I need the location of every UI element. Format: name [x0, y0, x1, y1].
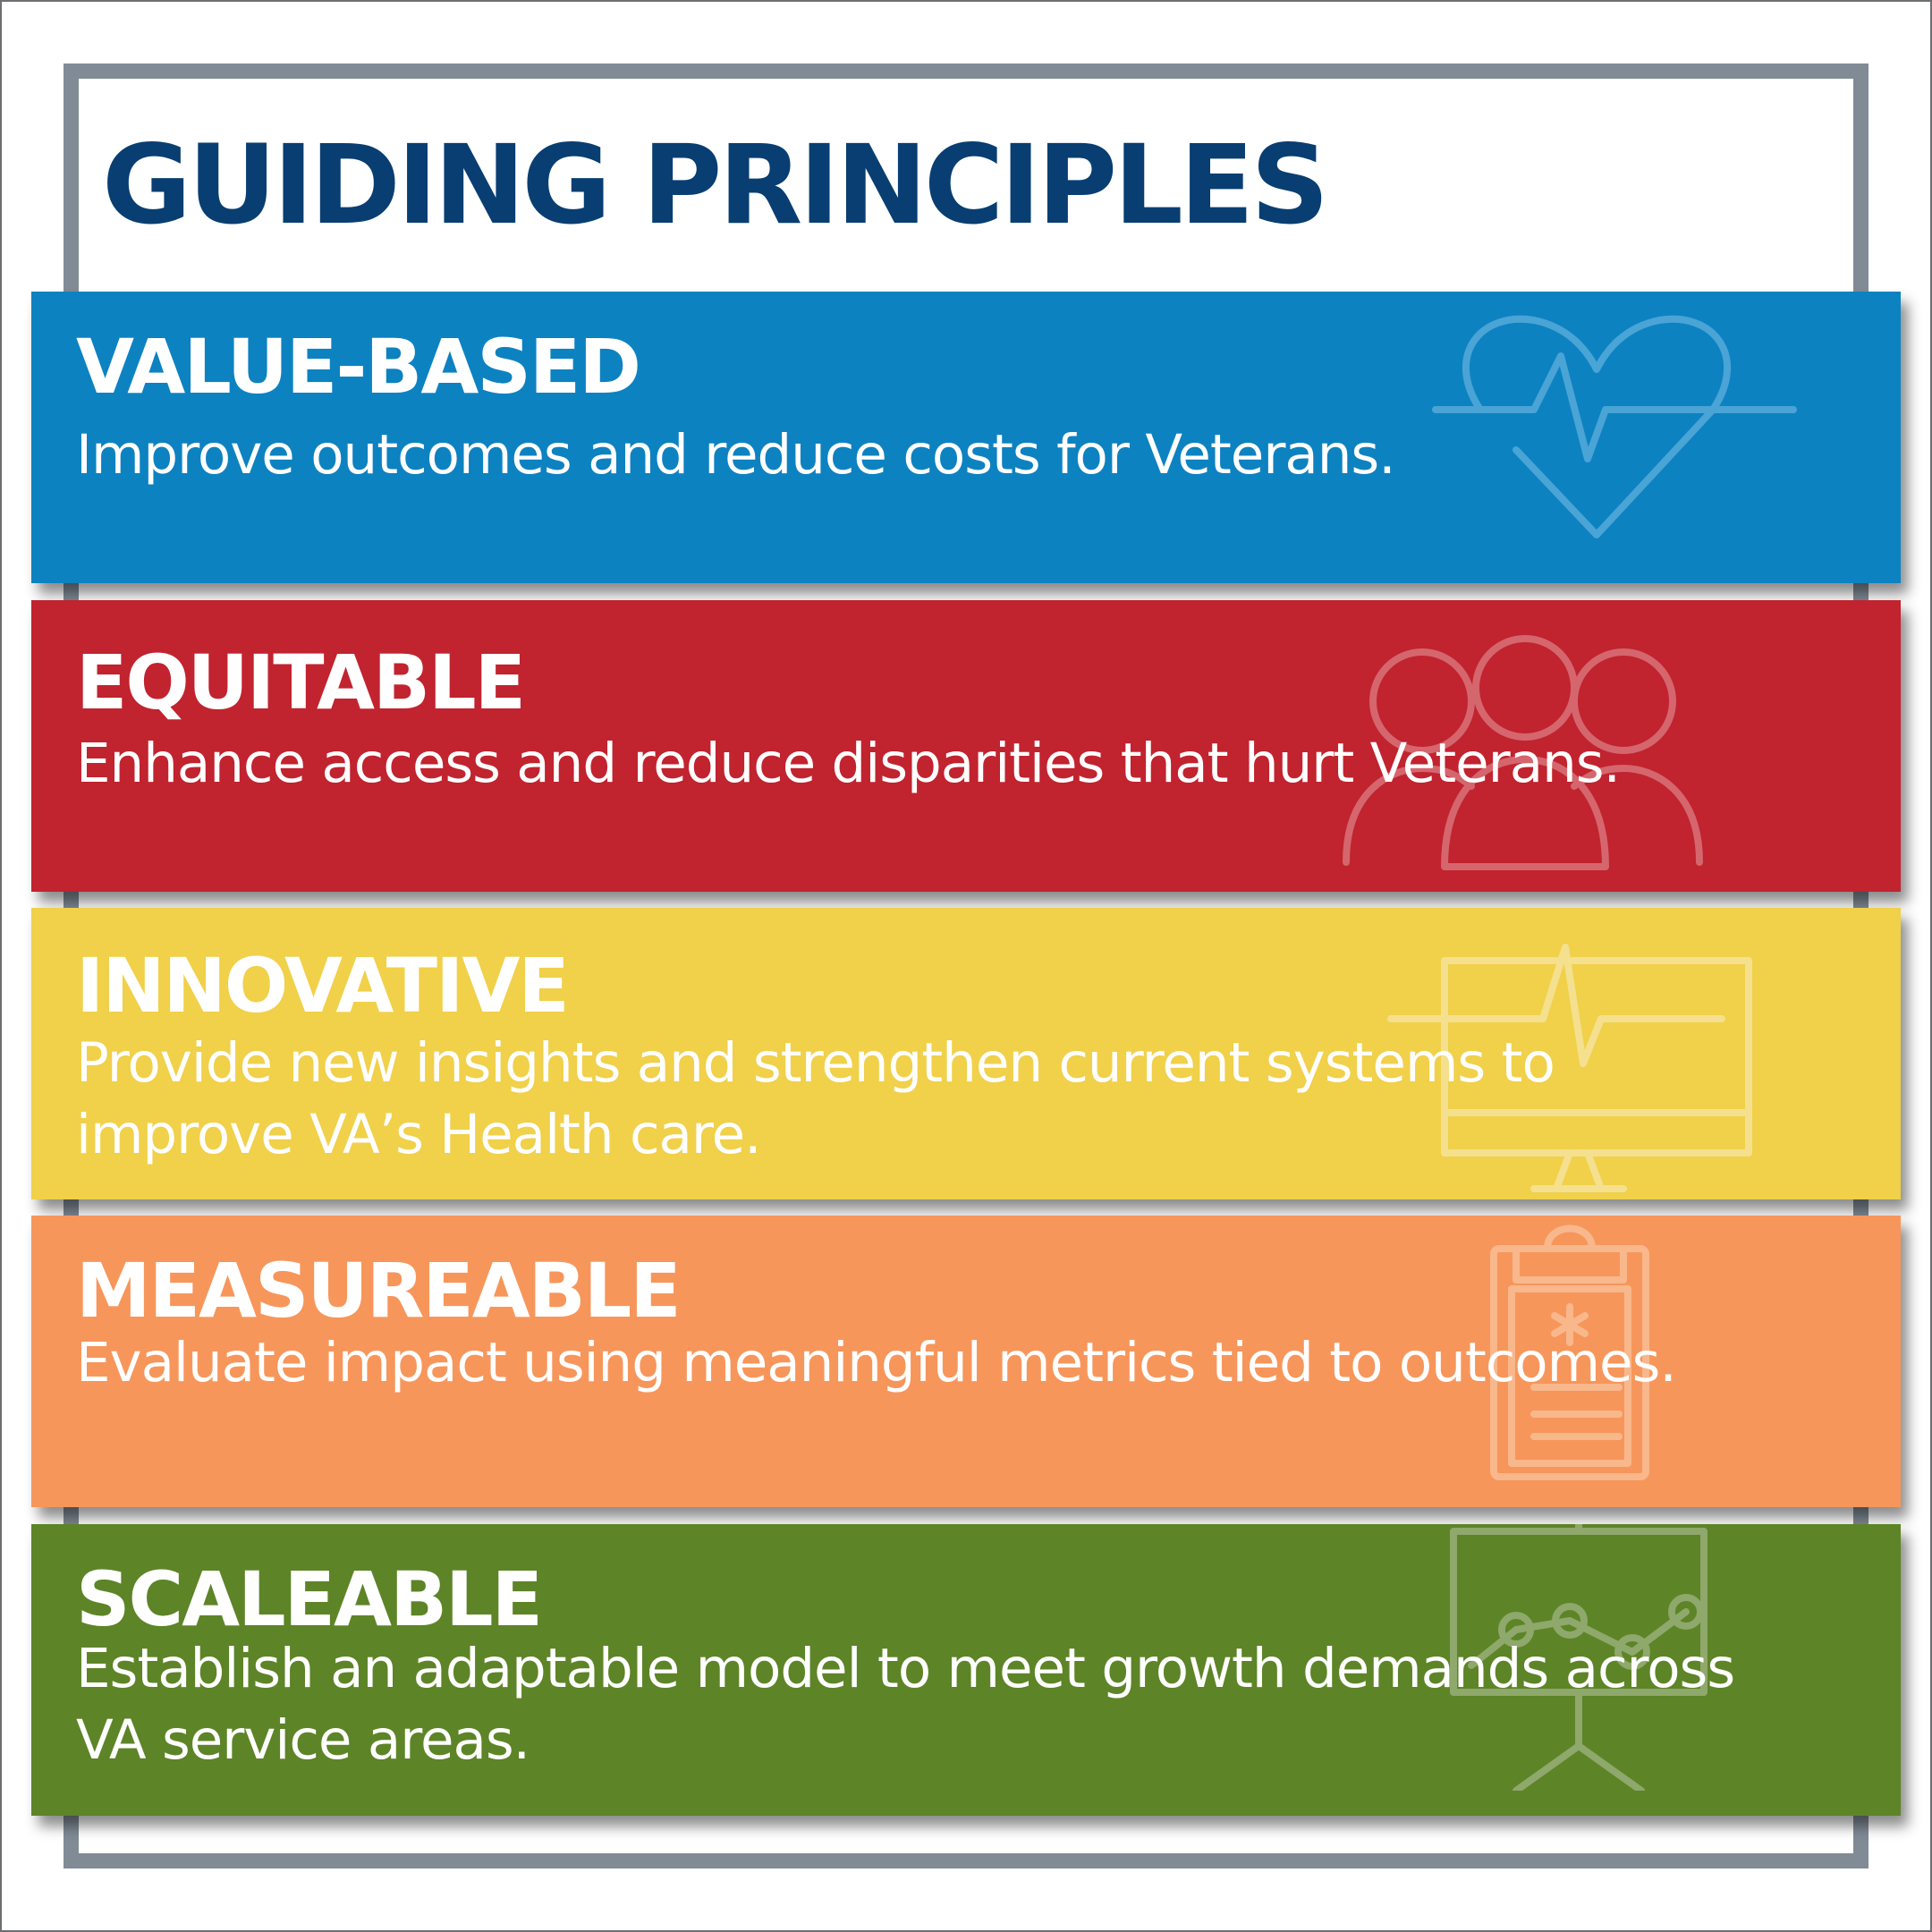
principle-measureable: MEASUREABLE Evaluate impact using meanin…: [31, 1216, 1901, 1507]
principle-heading: VALUE-BASED: [76, 323, 641, 411]
principle-heading: SCALEABLE: [76, 1555, 543, 1643]
page-title: GUIDING PRINCIPLES: [102, 122, 1329, 249]
principle-description: Establish an adaptable model to meet gro…: [76, 1637, 1735, 1772]
principle-description: Evaluate impact using meaningful metrics…: [76, 1331, 1677, 1394]
principle-value-based: VALUE-BASED Improve outcomes and reduce …: [31, 292, 1901, 583]
principle-heading: MEASUREABLE: [76, 1247, 682, 1335]
principle-innovative: INNOVATIVE Provide new insights and stre…: [31, 908, 1901, 1199]
principle-description: Provide new insights and strengthen curr…: [76, 1031, 1555, 1166]
monitor-pulse-icon: [1387, 944, 1752, 1192]
clipboard-icon: [1490, 1224, 1649, 1480]
principle-heading: INNOVATIVE: [76, 942, 570, 1030]
principle-equitable: EQUITABLE Enhance access and reduce disp…: [31, 600, 1901, 892]
principle-description: Improve outcomes and reduce costs for Ve…: [76, 423, 1396, 487]
heart-pulse-icon: [1432, 315, 1797, 538]
principle-scaleable: SCALEABLE Establish an adaptable model t…: [31, 1524, 1901, 1816]
principle-description: Enhance access and reduce disparities th…: [76, 732, 1621, 795]
principle-heading: EQUITABLE: [76, 639, 526, 726]
people-group-icon: [1343, 635, 1703, 870]
presentation-chart-icon: [1450, 1524, 1707, 1791]
